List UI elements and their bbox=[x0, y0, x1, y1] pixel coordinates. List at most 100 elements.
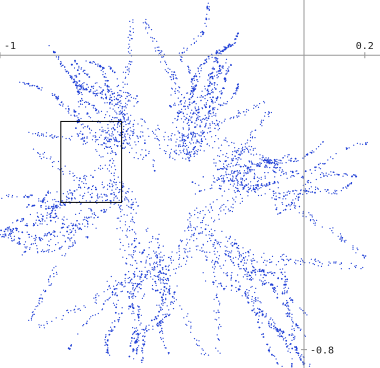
scatter-point bbox=[223, 102, 225, 104]
scatter-point bbox=[67, 110, 69, 112]
scatter-point bbox=[340, 268, 342, 270]
scatter-point bbox=[76, 87, 78, 89]
scatter-point bbox=[292, 337, 295, 339]
scatter-point bbox=[260, 184, 263, 187]
scatter-point bbox=[59, 104, 62, 106]
scatter-point bbox=[244, 295, 247, 297]
scatter-point bbox=[162, 272, 164, 274]
scatter-point bbox=[96, 293, 98, 295]
scatter-point bbox=[202, 217, 204, 219]
scatter-point bbox=[79, 309, 81, 311]
scatter-point bbox=[231, 154, 233, 156]
scatter-point bbox=[173, 293, 175, 295]
scatter-point bbox=[141, 359, 143, 361]
scatter-point bbox=[328, 261, 330, 263]
scatter-point bbox=[145, 18, 147, 21]
scatter-point bbox=[204, 118, 206, 121]
scatter-point bbox=[74, 241, 76, 243]
scatter-point bbox=[234, 42, 237, 44]
scatter-point bbox=[38, 87, 40, 90]
scatter-point bbox=[185, 323, 187, 325]
scatter-point bbox=[220, 267, 222, 269]
scatter-point bbox=[38, 302, 40, 304]
scatter-point bbox=[267, 343, 269, 345]
scatter-point bbox=[74, 224, 77, 227]
scatter-point bbox=[46, 244, 49, 246]
scatter-point bbox=[82, 83, 84, 85]
scatter-point bbox=[201, 220, 204, 222]
scatter-point bbox=[268, 161, 270, 164]
scatter-point bbox=[74, 242, 76, 244]
scatter-point bbox=[205, 206, 207, 208]
scatter-point bbox=[42, 198, 45, 200]
scatter-point bbox=[75, 305, 77, 307]
scatter-point bbox=[296, 325, 298, 327]
scatter-point bbox=[259, 163, 261, 165]
scatter-point bbox=[41, 223, 43, 225]
scatter-point bbox=[292, 322, 294, 324]
scatter-point bbox=[189, 119, 191, 121]
scatter-point bbox=[175, 77, 177, 79]
scatter-point bbox=[116, 187, 118, 189]
scatter-point bbox=[268, 348, 270, 350]
scatter-point bbox=[97, 196, 99, 198]
scatter-point bbox=[249, 134, 252, 136]
scatter-point bbox=[93, 217, 95, 219]
scatter-point bbox=[159, 260, 161, 262]
scatter-point bbox=[311, 172, 313, 174]
scatter-point bbox=[160, 308, 162, 310]
scatter-point bbox=[163, 289, 165, 291]
scatter-point bbox=[187, 65, 189, 67]
scatter-point bbox=[170, 139, 172, 141]
scatter-point bbox=[132, 219, 134, 221]
scatter-point bbox=[138, 242, 141, 245]
scatter-point bbox=[235, 242, 238, 245]
scatter-point bbox=[73, 179, 75, 181]
scatter-point bbox=[76, 189, 78, 191]
scatter-point bbox=[219, 302, 221, 304]
scatter-point bbox=[39, 223, 41, 225]
scatter-point bbox=[93, 104, 95, 107]
scatter-point bbox=[143, 343, 146, 346]
scatter-point bbox=[290, 176, 292, 178]
scatter-point bbox=[59, 203, 61, 205]
scatter-point bbox=[105, 143, 107, 145]
scatter-point bbox=[205, 116, 207, 119]
scatter-point bbox=[83, 89, 85, 91]
scatter-point bbox=[143, 249, 146, 252]
scatter-point bbox=[71, 192, 73, 194]
scatter-point bbox=[217, 155, 219, 157]
scatter-point bbox=[41, 87, 43, 89]
scatter-point bbox=[254, 259, 256, 261]
scatter-point bbox=[168, 314, 170, 317]
scatter-point bbox=[116, 284, 118, 286]
scatter-point bbox=[283, 172, 285, 175]
scatter-point bbox=[57, 217, 59, 219]
scatter-point bbox=[213, 109, 215, 111]
scatter-point bbox=[144, 142, 146, 145]
scatter-point bbox=[272, 319, 274, 321]
scatter-point bbox=[183, 47, 185, 49]
scatter-point bbox=[89, 117, 92, 119]
scatter-point bbox=[116, 228, 118, 230]
scatter-point bbox=[196, 124, 198, 126]
scatter-point bbox=[282, 331, 285, 334]
scatter-point bbox=[129, 305, 132, 308]
scatter-point bbox=[75, 74, 77, 76]
scatter-point bbox=[229, 251, 231, 253]
scatter-point bbox=[211, 261, 213, 263]
scatter-point bbox=[68, 348, 71, 350]
scatter-point bbox=[363, 257, 365, 259]
scatter-point bbox=[198, 340, 200, 342]
scatter-point bbox=[105, 334, 107, 336]
scatter-point bbox=[201, 247, 203, 249]
scatter-point bbox=[236, 190, 238, 192]
scatter-point bbox=[229, 235, 231, 237]
scatter-point bbox=[212, 181, 215, 183]
scatter-point bbox=[218, 244, 220, 246]
scatter-point bbox=[213, 123, 216, 125]
scatter-point bbox=[57, 136, 59, 138]
scatter-point bbox=[273, 170, 275, 172]
scatter-point bbox=[150, 241, 152, 243]
scatter-point bbox=[162, 332, 164, 334]
